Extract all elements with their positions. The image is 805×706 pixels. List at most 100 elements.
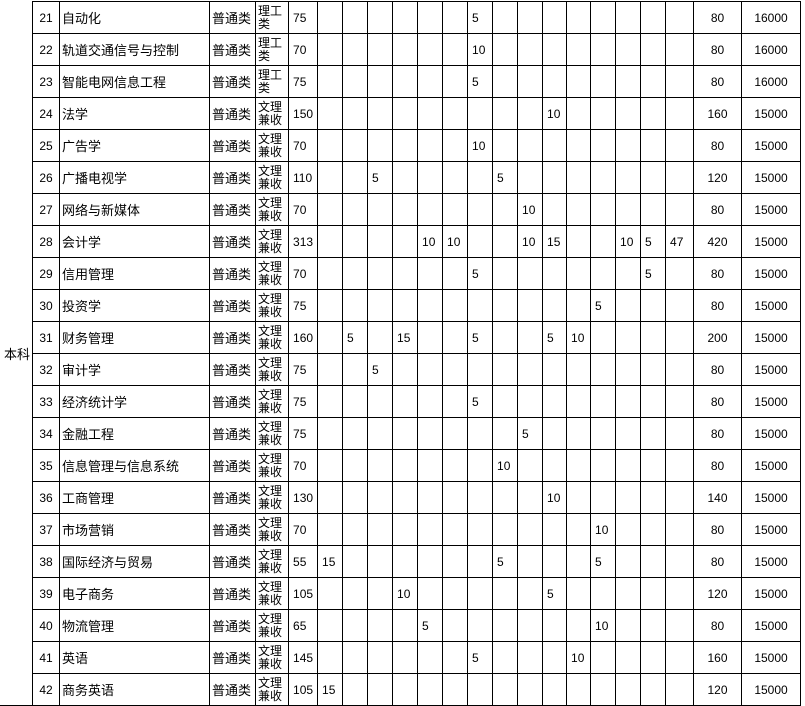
subject-category: 文理兼收 (255, 193, 290, 226)
regional-quota (417, 641, 444, 674)
regional-quota (542, 289, 568, 322)
regional-quota (317, 161, 344, 194)
base-quota: 75 (288, 385, 319, 418)
total-plan: 140 (693, 481, 743, 514)
regional-quota: 5 (590, 289, 617, 322)
regional-quota (317, 193, 344, 226)
regional-quota: 15 (317, 673, 344, 706)
regional-quota (442, 257, 469, 290)
table-row: 28 会计学 普通类 文理兼收 313 10 10 10 15 10 5 47 420 15000 (0, 225, 802, 258)
regional-quota (367, 1, 394, 34)
regional-quota (492, 673, 519, 706)
major-type: 普通类 (209, 321, 257, 354)
regional-quota (615, 545, 642, 578)
regional-quota (542, 65, 568, 98)
regional-quota (640, 385, 667, 418)
regional-quota (342, 417, 369, 450)
regional-quota: 5 (342, 321, 369, 354)
regional-quota (367, 449, 394, 482)
regional-quota (417, 417, 444, 450)
regional-quota (640, 1, 667, 34)
table-row: 23 智能电网信息工程 普通类 理工类 75 5 80 16000 (0, 65, 802, 98)
major-name: 英语 (59, 641, 211, 674)
subject-category: 文理兼收 (255, 417, 290, 450)
regional-quota (542, 545, 568, 578)
base-quota: 105 (288, 577, 319, 610)
regional-quota (392, 481, 419, 514)
regional-quota (615, 289, 642, 322)
regional-quota (542, 257, 568, 290)
major-type: 普通类 (209, 225, 257, 258)
regional-quota (542, 641, 568, 674)
regional-quota (615, 417, 642, 450)
regional-quota: 10 (392, 577, 419, 610)
major-type: 普通类 (209, 545, 257, 578)
regional-quota (615, 129, 642, 162)
regional-quota: 47 (665, 225, 695, 258)
regional-quota (342, 577, 369, 610)
regional-quota (317, 385, 344, 418)
row-number: 26 (32, 161, 61, 194)
regional-quota (492, 321, 519, 354)
regional-quota (590, 97, 617, 130)
regional-quota (442, 193, 469, 226)
tuition-fee: 15000 (741, 577, 802, 610)
regional-quota (492, 129, 519, 162)
regional-quota (442, 385, 469, 418)
subject-category: 文理兼收 (255, 481, 290, 514)
regional-quota (442, 609, 469, 642)
regional-quota (417, 289, 444, 322)
regional-quota: 5 (367, 161, 394, 194)
regional-quota (317, 65, 344, 98)
regional-quota (442, 97, 469, 130)
table-row: 40 物流管理 普通类 文理兼收 65 5 10 80 15000 (0, 609, 802, 642)
regional-quota (492, 417, 519, 450)
table-row: 36 工商管理 普通类 文理兼收 130 10 140 15000 (0, 481, 802, 514)
total-plan: 120 (693, 673, 743, 706)
regional-quota: 10 (542, 97, 568, 130)
regional-quota (442, 673, 469, 706)
regional-quota: 5 (640, 257, 667, 290)
regional-quota (665, 481, 695, 514)
regional-quota (417, 577, 444, 610)
row-number: 34 (32, 417, 61, 450)
regional-quota: 5 (467, 321, 494, 354)
tuition-fee: 15000 (741, 289, 802, 322)
regional-quota (367, 513, 394, 546)
regional-quota (392, 449, 419, 482)
regional-quota (467, 289, 494, 322)
regional-quota (392, 225, 419, 258)
base-quota: 75 (288, 65, 319, 98)
regional-quota: 10 (417, 225, 444, 258)
regional-quota (342, 65, 369, 98)
subject-category: 文理兼收 (255, 449, 290, 482)
total-plan: 120 (693, 577, 743, 610)
table-row: 30 投资学 普通类 文理兼收 75 5 80 15000 (0, 289, 802, 322)
regional-quota (367, 193, 394, 226)
regional-quota (342, 161, 369, 194)
regional-quota (367, 33, 394, 66)
base-quota: 70 (288, 193, 319, 226)
regional-quota (590, 33, 617, 66)
base-quota: 70 (288, 257, 319, 290)
major-type: 普通类 (209, 673, 257, 706)
regional-quota (640, 513, 667, 546)
regional-quota (542, 449, 568, 482)
regional-quota (665, 321, 695, 354)
table-row: 35 信息管理与信息系统 普通类 文理兼收 70 10 80 15000 (0, 449, 802, 482)
regional-quota (417, 161, 444, 194)
regional-quota (367, 289, 394, 322)
regional-quota (590, 385, 617, 418)
major-name: 投资学 (59, 289, 211, 322)
regional-quota (665, 577, 695, 610)
regional-quota (665, 417, 695, 450)
regional-quota (566, 1, 592, 34)
regional-quota (467, 193, 494, 226)
regional-quota (342, 513, 369, 546)
regional-quota (590, 257, 617, 290)
tuition-fee: 15000 (741, 545, 802, 578)
regional-quota (542, 673, 568, 706)
regional-quota (367, 321, 394, 354)
regional-quota (442, 1, 469, 34)
row-number: 23 (32, 65, 61, 98)
